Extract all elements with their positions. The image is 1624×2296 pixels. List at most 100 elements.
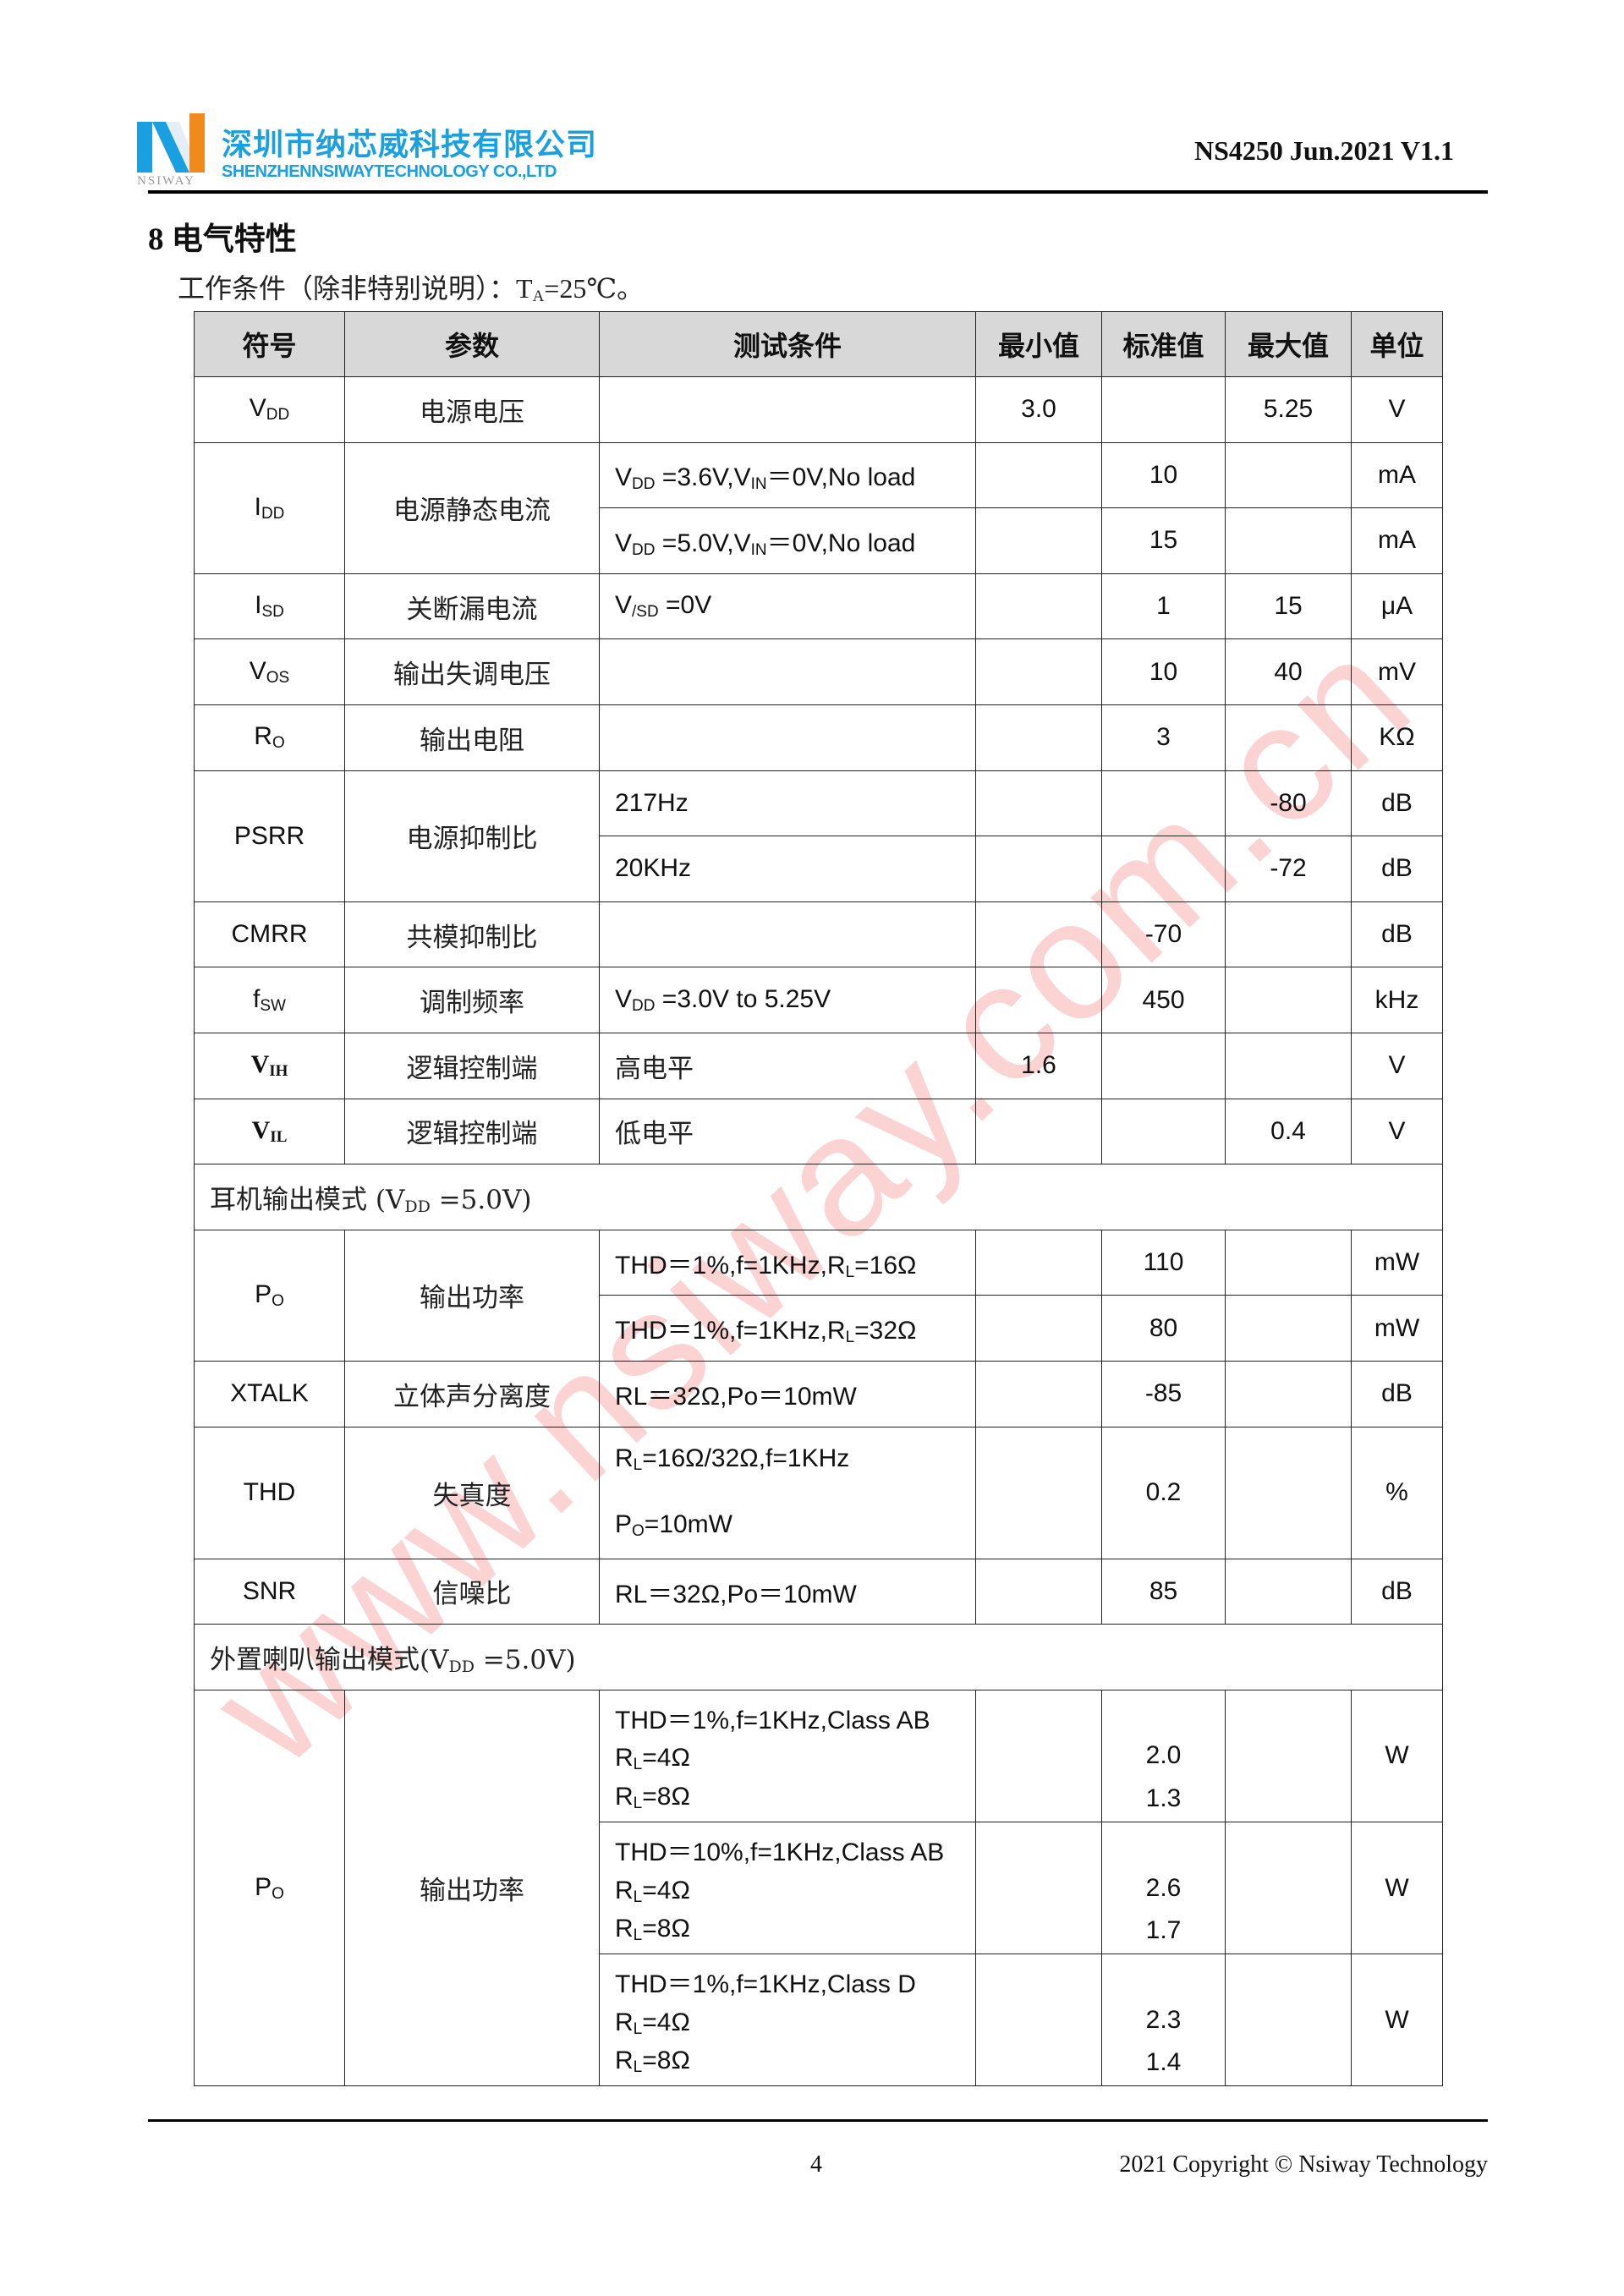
unit-cell: mW: [1351, 1295, 1443, 1362]
unit-cell: W: [1351, 1822, 1443, 1955]
min-cell: [975, 573, 1102, 640]
table-row: THD＝1%,f=1KHz,RL=32Ω 80 mW: [195, 1295, 1443, 1362]
parameter-cell: 电源静态电流: [344, 441, 600, 574]
unit-cell: dB: [1351, 901, 1443, 968]
cell-line: RL=4Ω: [615, 1744, 690, 1774]
typ-cell: 110: [1101, 1229, 1226, 1296]
max-cell: [1225, 1822, 1352, 1955]
min-cell: [975, 1360, 1102, 1427]
header-divider: [148, 190, 1488, 194]
max-cell: 40: [1225, 638, 1352, 705]
condition-cell: 低电平: [599, 1098, 976, 1165]
section-title: 8 电气特性: [148, 222, 297, 257]
header-unit: 单位: [1351, 311, 1443, 377]
section-label: 耳机输出模式 (VDD =5.0V): [194, 1164, 1443, 1230]
table-row: CMRR 共模抑制比 -70 dB: [194, 901, 1443, 968]
header-max: 最大值: [1225, 311, 1352, 377]
table-row: RO 输出电阻 3 KΩ: [194, 704, 1443, 771]
cell-line: 2.3: [1145, 2005, 1182, 2034]
unit-cell: kHz: [1351, 967, 1443, 1033]
table-header-row: 符号 参数 测试条件 最小值 标准值 最大值 单位: [194, 311, 1443, 377]
min-cell: [975, 507, 1102, 574]
min-cell: [975, 836, 1102, 902]
unit-cell: mA: [1351, 507, 1443, 574]
table-row: VIH 逻辑控制端 高电平 1.6 V: [194, 1032, 1443, 1099]
condition-cell: VDD =3.0V to 5.25V: [599, 967, 976, 1033]
parameter-cell: 调制频率: [344, 967, 600, 1033]
cell-line: [1102, 1699, 1225, 1728]
cell-line: 2.0: [1145, 1741, 1182, 1770]
max-cell: 5.25: [1225, 376, 1352, 443]
unit-cell: %: [1351, 1426, 1443, 1559]
typ-cell: 10: [1101, 638, 1226, 705]
page-number: 4: [810, 2151, 822, 2178]
unit-cell: mV: [1351, 638, 1443, 705]
cell-line: [1102, 1831, 1225, 1860]
parameter-cell: 电源抑制比: [344, 770, 600, 902]
symbol-cell: CMRR: [194, 901, 345, 968]
condition-cell: THD＝1%,f=1KHz,Class AB RL=4Ω RL=8Ω: [599, 1689, 976, 1823]
min-cell: [975, 967, 1102, 1033]
table-row: VDD =5.0V,VIN＝0V,No load 15 mA: [195, 507, 1443, 574]
min-cell: [975, 704, 1102, 771]
typ-cell: 85: [1101, 1558, 1226, 1625]
typ-cell: [1101, 836, 1226, 902]
condition-cell: [599, 901, 976, 968]
table-row: XTALK 立体声分离度 RL＝32Ω,Po＝10mW -85 dB: [194, 1360, 1443, 1427]
unit-cell: V: [1351, 376, 1443, 443]
condition-cell: VDD =3.6V,VIN＝0V,No load: [599, 441, 976, 509]
symbol-cell: VDD: [194, 376, 345, 443]
typ-cell: 2.3 1.4: [1101, 1954, 1226, 2087]
logo-text: NSIWAY: [137, 174, 195, 188]
max-cell: -80: [1225, 770, 1352, 837]
max-cell: 15: [1225, 573, 1352, 640]
max-cell: [1225, 1229, 1352, 1296]
max-cell: [1225, 1360, 1352, 1427]
condition-cell: 高电平: [599, 1032, 976, 1099]
min-cell: [975, 1426, 1102, 1559]
cell-line: 1.3: [1145, 1784, 1182, 1813]
condition-cell: THD＝1%,f=1KHz,RL=32Ω: [599, 1295, 976, 1362]
document-id: NS4250 Jun.2021 V1.1: [1193, 135, 1454, 166]
unit-cell: mA: [1351, 441, 1443, 509]
max-cell: [1225, 1032, 1352, 1099]
cell-line: PO=10mW: [615, 1510, 732, 1540]
typ-cell: 10: [1101, 441, 1226, 509]
condition-cell: [599, 704, 976, 771]
symbol-cell: fSW: [194, 967, 345, 1033]
unit-cell: KΩ: [1351, 704, 1443, 771]
max-cell: [1225, 1558, 1352, 1625]
table-row: VDD 电源电压 3.0 5.25 V: [194, 376, 1443, 443]
max-cell: [1225, 507, 1352, 574]
table-row: VIL 逻辑控制端 低电平 0.4 V: [194, 1098, 1443, 1165]
typ-cell: [1101, 1098, 1226, 1165]
symbol-cell: XTALK: [194, 1360, 345, 1427]
typ-cell: [1101, 770, 1226, 837]
cell-line: RL=8Ω: [615, 2047, 690, 2077]
cell-line: THD＝1%,f=1KHz,Class AB: [615, 1706, 930, 1734]
cell-line: 2.6: [1145, 1873, 1182, 1902]
condition-cell: 217Hz: [599, 770, 976, 837]
parameter-cell: 输出失调电压: [344, 638, 600, 705]
table-row: fSW 调制频率 VDD =3.0V to 5.25V 450 kHz: [194, 967, 1443, 1033]
condition-cell: V/SD =0V: [599, 573, 976, 640]
min-cell: [975, 1558, 1102, 1625]
cell-line: RL=4Ω: [615, 1876, 690, 1906]
section-label: 外置喇叭输出模式(VDD =5.0V): [194, 1624, 1443, 1690]
condition-cell: RL＝32Ω,Po＝10mW: [599, 1558, 976, 1625]
min-cell: [975, 1229, 1102, 1296]
typ-cell: 2.6 1.7: [1101, 1822, 1226, 1955]
unit-cell: dB: [1351, 770, 1443, 837]
cell-line: RL=8Ω: [615, 1915, 690, 1945]
condition-cell: THD＝1%,f=1KHz,RL=16Ω: [599, 1229, 976, 1296]
parameter-cell: 逻辑控制端: [344, 1098, 600, 1165]
condition-cell: [599, 638, 976, 705]
condition-cell: RL＝32Ω,Po＝10mW: [599, 1360, 976, 1427]
copyright: 2021 Copyright © Nsiway Technology: [1119, 2151, 1488, 2178]
max-cell: 0.4: [1225, 1098, 1352, 1165]
typ-cell: [1101, 376, 1226, 443]
header-parameter: 参数: [344, 311, 600, 377]
unit-cell: W: [1351, 1954, 1443, 2087]
condition-cell: THD＝10%,f=1KHz,Class AB RL=4Ω RL=8Ω: [599, 1822, 976, 1955]
section-row: 外置喇叭输出模式(VDD =5.0V): [194, 1624, 1443, 1690]
